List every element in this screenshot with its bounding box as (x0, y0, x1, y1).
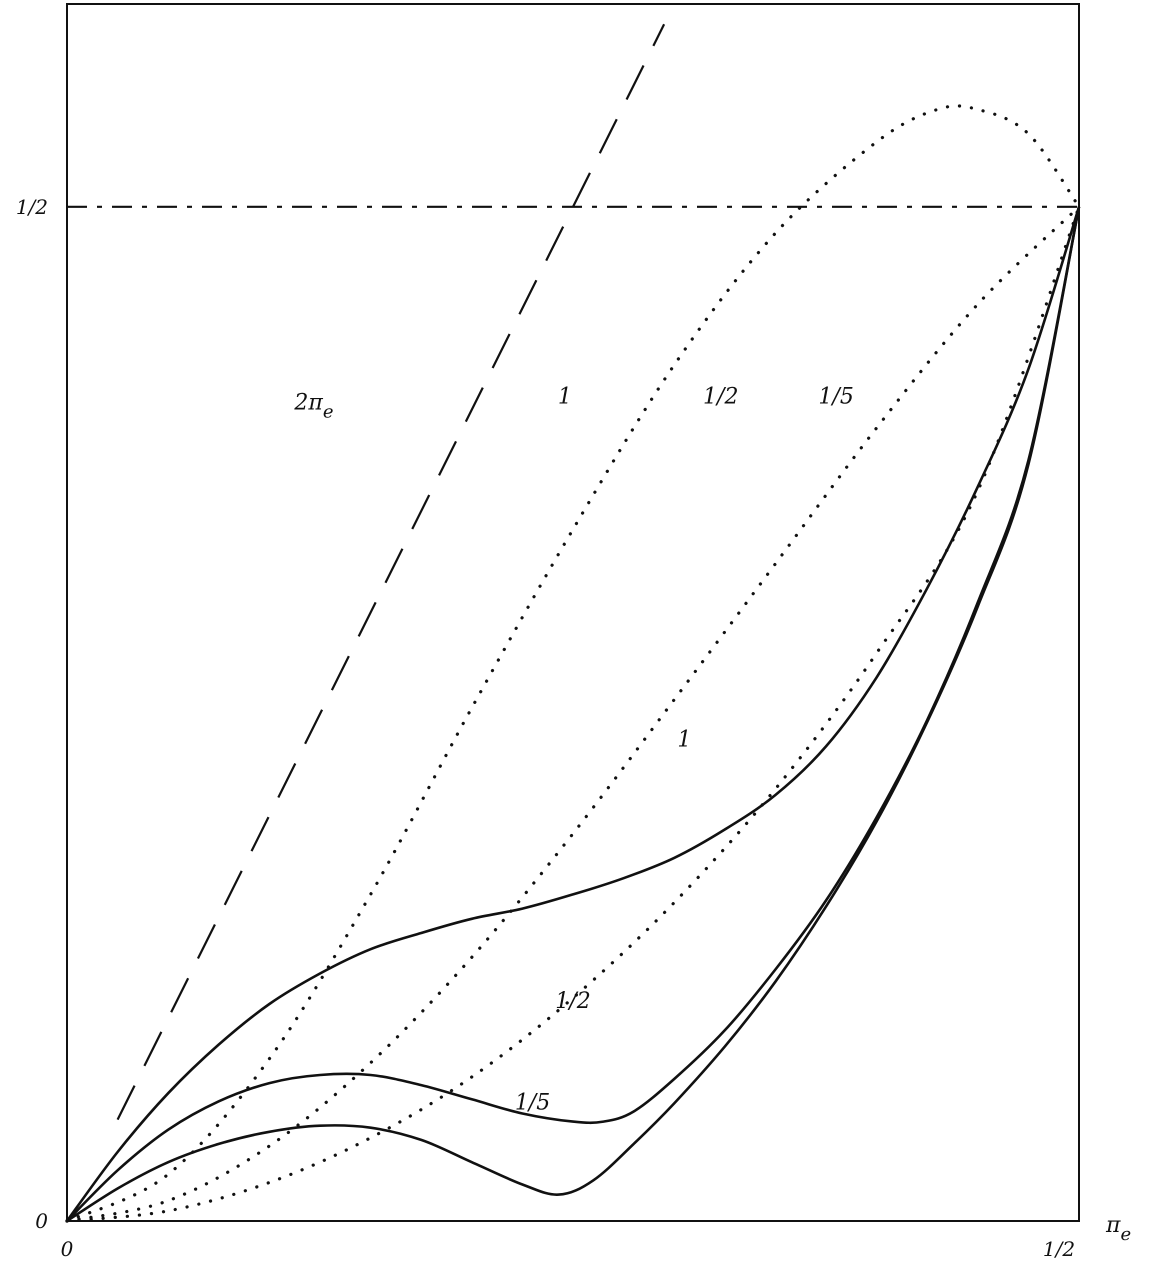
series-label-solid-1-2: 1/2 (555, 989, 590, 1014)
x-tick-label: 1/2 (1043, 1237, 1075, 1261)
x-tick-label: 0 (61, 1237, 74, 1261)
series-solid-1-5 (66, 206, 1081, 1223)
reference-line-2-e (116, 23, 666, 1121)
series-dotted-1-5 (65, 205, 1081, 1223)
y-tick-label: 1/2 (16, 195, 48, 219)
series-dotted-1 (65, 104, 1081, 1223)
series-label-dotted-1-2: 1/2 (703, 385, 738, 410)
chart-labels: 2πe 1 1/2 1/5 1 1/2 1/5 0 1/2 0 1/2 πe (16, 195, 1131, 1261)
series-solid-1 (65, 206, 1081, 1222)
y-tick-label: 0 (35, 1209, 48, 1233)
plot-frame (66, 3, 1080, 1222)
series-label-dotted-1: 1 (558, 385, 572, 410)
label-2pi-e: 2πe (293, 391, 333, 423)
x-axis-label: πe (1105, 1213, 1131, 1245)
chart-marks (65, 23, 1081, 1223)
series-dotted-1-2 (65, 205, 1081, 1223)
series-label-solid-1: 1 (677, 727, 691, 752)
series-label-solid-1-5: 1/5 (515, 1090, 550, 1115)
series-solid-1-2 (66, 206, 1081, 1222)
series-label-dotted-1-5: 1/5 (818, 385, 853, 410)
